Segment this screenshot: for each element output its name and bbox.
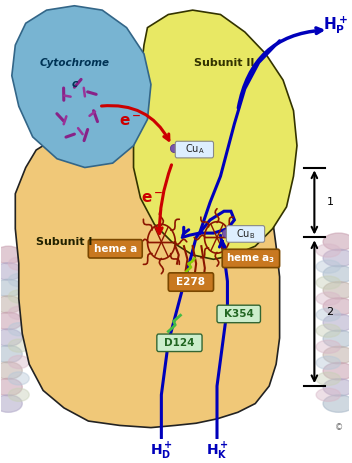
Text: heme $\mathregular{a_3}$: heme $\mathregular{a_3}$	[226, 251, 276, 265]
Polygon shape	[15, 135, 279, 428]
Ellipse shape	[0, 329, 22, 346]
Ellipse shape	[0, 279, 22, 297]
Ellipse shape	[316, 324, 340, 337]
Ellipse shape	[323, 363, 352, 380]
Ellipse shape	[323, 282, 352, 299]
Ellipse shape	[8, 323, 29, 336]
Ellipse shape	[323, 346, 352, 364]
Text: $\mathregular{Cu_B}$: $\mathregular{Cu_B}$	[236, 227, 255, 241]
Ellipse shape	[8, 388, 29, 401]
Ellipse shape	[0, 362, 22, 379]
Ellipse shape	[316, 292, 340, 305]
FancyBboxPatch shape	[226, 225, 265, 242]
Text: E278: E278	[176, 277, 206, 287]
Polygon shape	[12, 6, 151, 168]
Polygon shape	[133, 10, 297, 259]
Ellipse shape	[323, 298, 352, 315]
Text: $\mathbf{H^+_K}$: $\mathbf{H^+_K}$	[206, 441, 228, 462]
Text: $\mathbf{H^+_P}$: $\mathbf{H^+_P}$	[323, 14, 348, 36]
Ellipse shape	[323, 314, 352, 332]
Text: 1: 1	[327, 198, 334, 207]
Ellipse shape	[8, 307, 29, 319]
Ellipse shape	[316, 356, 340, 369]
Ellipse shape	[323, 233, 352, 250]
Text: $\mathbf{e^-}$: $\mathbf{e^-}$	[142, 191, 164, 206]
FancyBboxPatch shape	[168, 273, 214, 291]
Text: $\mathbf{e^-}$: $\mathbf{e^-}$	[119, 114, 141, 129]
Text: Cytochrome: Cytochrome	[39, 57, 109, 68]
Text: c: c	[71, 80, 77, 89]
Ellipse shape	[316, 308, 340, 321]
Ellipse shape	[0, 263, 22, 280]
Ellipse shape	[8, 339, 29, 352]
Ellipse shape	[323, 395, 352, 412]
FancyBboxPatch shape	[157, 334, 202, 351]
Text: ©: ©	[335, 423, 343, 432]
Ellipse shape	[323, 330, 352, 348]
FancyBboxPatch shape	[222, 249, 279, 268]
Ellipse shape	[316, 276, 340, 289]
Ellipse shape	[0, 312, 22, 330]
Ellipse shape	[316, 388, 340, 401]
Text: K354: K354	[224, 309, 253, 319]
Ellipse shape	[323, 249, 352, 267]
Text: 2: 2	[327, 307, 334, 317]
Text: $\mathbf{H^+_D}$: $\mathbf{H^+_D}$	[150, 441, 173, 462]
Text: heme a: heme a	[94, 244, 137, 254]
Ellipse shape	[316, 244, 340, 257]
Text: $\mathregular{Cu_A}$: $\mathregular{Cu_A}$	[184, 143, 204, 156]
FancyBboxPatch shape	[88, 240, 142, 258]
Ellipse shape	[316, 372, 340, 385]
Ellipse shape	[8, 274, 29, 287]
Ellipse shape	[0, 345, 22, 363]
Ellipse shape	[8, 372, 29, 385]
Text: Subunit I: Subunit I	[36, 237, 92, 247]
Ellipse shape	[316, 260, 340, 273]
Ellipse shape	[0, 246, 22, 263]
Ellipse shape	[8, 290, 29, 303]
Text: D124: D124	[164, 338, 195, 348]
FancyBboxPatch shape	[175, 141, 214, 158]
Ellipse shape	[8, 257, 29, 270]
Ellipse shape	[323, 379, 352, 396]
Ellipse shape	[0, 395, 22, 412]
Ellipse shape	[8, 356, 29, 369]
FancyBboxPatch shape	[217, 305, 260, 323]
Ellipse shape	[316, 340, 340, 353]
Text: Subunit II: Subunit II	[194, 57, 254, 68]
Ellipse shape	[0, 296, 22, 313]
Ellipse shape	[0, 378, 22, 396]
Ellipse shape	[323, 265, 352, 283]
